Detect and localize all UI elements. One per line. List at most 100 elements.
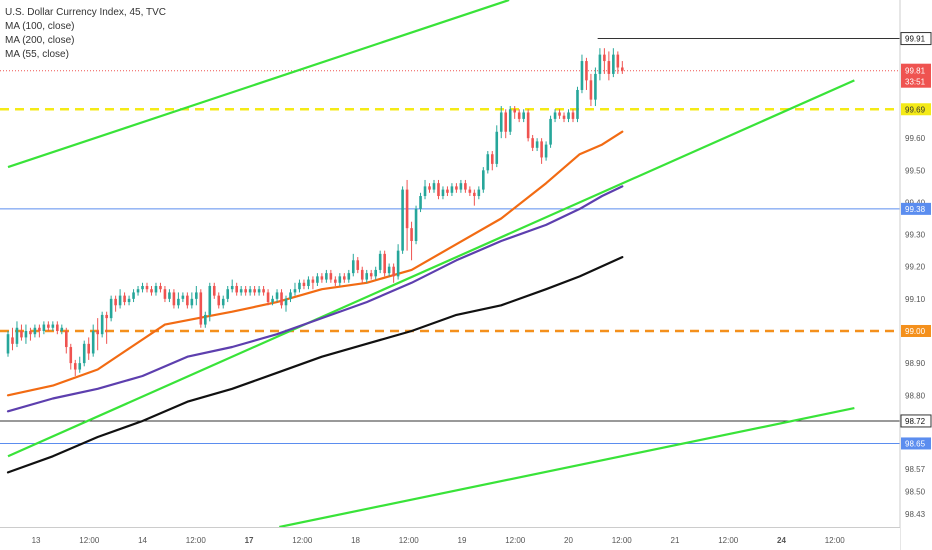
candle[interactable] xyxy=(136,285,140,296)
candle[interactable] xyxy=(405,179,409,251)
price-badge-99-91[interactable]: 99.91 xyxy=(900,32,932,46)
candle[interactable] xyxy=(320,273,324,283)
candle[interactable] xyxy=(369,269,373,280)
candle[interactable] xyxy=(96,318,99,351)
candle[interactable] xyxy=(208,282,212,322)
price-badge-99-00[interactable]: 99.00 xyxy=(901,324,931,337)
candle[interactable] xyxy=(47,321,50,331)
candle[interactable] xyxy=(15,321,19,348)
candle[interactable] xyxy=(513,106,517,119)
candle[interactable] xyxy=(531,134,534,152)
candle[interactable] xyxy=(459,179,463,193)
candle[interactable] xyxy=(508,106,512,135)
candle[interactable] xyxy=(177,292,180,309)
candle[interactable] xyxy=(441,186,445,200)
candle[interactable] xyxy=(33,324,37,338)
candle[interactable] xyxy=(450,183,454,197)
candle[interactable] xyxy=(11,327,14,351)
candle[interactable] xyxy=(567,109,570,123)
price-badge-98-65[interactable]: 98.65 xyxy=(901,437,931,450)
candle[interactable] xyxy=(468,186,472,197)
candle[interactable] xyxy=(621,61,624,74)
legend-study-ma100[interactable]: MA (100, close) xyxy=(5,21,75,32)
candle[interactable] xyxy=(490,151,494,171)
candle[interactable] xyxy=(235,282,238,296)
candle[interactable] xyxy=(383,250,386,277)
legend-title[interactable]: U.S. Dollar Currency Index, 45, TVC xyxy=(5,7,166,18)
candle[interactable] xyxy=(168,289,171,303)
candle[interactable] xyxy=(365,269,369,283)
candle[interactable] xyxy=(464,179,467,193)
candle[interactable] xyxy=(499,106,503,139)
candle[interactable] xyxy=(181,292,185,303)
candle[interactable] xyxy=(562,112,566,123)
trend-line-1[interactable] xyxy=(7,0,510,169)
candle[interactable] xyxy=(428,183,431,193)
candle[interactable] xyxy=(195,285,198,306)
candle[interactable] xyxy=(419,192,422,213)
candle[interactable] xyxy=(284,295,288,312)
candle[interactable] xyxy=(109,295,113,322)
candle[interactable] xyxy=(378,250,382,274)
candle[interactable] xyxy=(78,356,82,373)
price-badge-99-69[interactable]: 99.69 xyxy=(901,103,931,116)
candle[interactable] xyxy=(239,285,243,296)
candle[interactable] xyxy=(24,324,28,344)
candle[interactable] xyxy=(607,51,611,81)
candle[interactable] xyxy=(580,54,584,94)
ma-line-100[interactable] xyxy=(6,185,624,413)
candle[interactable] xyxy=(150,285,153,296)
legend-study-ma200[interactable]: MA (200, close) xyxy=(5,35,75,46)
candle[interactable] xyxy=(271,295,274,306)
candle[interactable] xyxy=(244,285,247,296)
candle[interactable] xyxy=(38,324,41,338)
candle[interactable] xyxy=(526,109,530,142)
candle[interactable] xyxy=(100,311,104,338)
candle[interactable] xyxy=(257,285,261,296)
candle[interactable] xyxy=(82,340,86,367)
candle[interactable] xyxy=(535,138,539,152)
candle[interactable] xyxy=(360,266,364,283)
candle[interactable] xyxy=(51,321,55,331)
trend-line-2[interactable] xyxy=(7,79,855,458)
candle[interactable] xyxy=(217,292,221,309)
candle[interactable] xyxy=(325,269,328,283)
candle[interactable] xyxy=(311,276,315,290)
candle[interactable] xyxy=(20,324,23,341)
candle[interactable] xyxy=(351,253,355,277)
candle[interactable] xyxy=(432,179,436,193)
candle[interactable] xyxy=(401,186,404,254)
candle[interactable] xyxy=(522,109,525,123)
ma-line-55[interactable] xyxy=(6,130,624,397)
candle[interactable] xyxy=(60,324,64,335)
candle[interactable] xyxy=(423,179,427,200)
candle[interactable] xyxy=(154,282,158,296)
candle[interactable] xyxy=(576,86,579,123)
candle[interactable] xyxy=(594,67,597,107)
candle[interactable] xyxy=(275,289,279,303)
candle[interactable] xyxy=(141,282,144,293)
candle[interactable] xyxy=(87,337,91,360)
candle[interactable] xyxy=(203,311,207,328)
candle[interactable] xyxy=(298,279,301,293)
candle[interactable] xyxy=(226,285,230,303)
candle[interactable] xyxy=(316,273,319,286)
candle[interactable] xyxy=(230,279,234,293)
candle[interactable] xyxy=(221,295,225,309)
candle[interactable] xyxy=(329,269,333,283)
candle[interactable] xyxy=(73,359,77,376)
candle[interactable] xyxy=(29,327,32,341)
candle[interactable] xyxy=(347,269,351,283)
candle[interactable] xyxy=(163,285,167,303)
candle[interactable] xyxy=(603,48,606,74)
candle[interactable] xyxy=(212,282,216,299)
candle[interactable] xyxy=(199,289,203,328)
candle[interactable] xyxy=(266,289,270,306)
candle[interactable] xyxy=(253,285,256,296)
candle[interactable] xyxy=(293,282,297,296)
candle[interactable] xyxy=(343,273,346,283)
trend-line-3[interactable] xyxy=(279,407,855,527)
price-badge-98-72[interactable]: 98.72 xyxy=(900,414,932,428)
legend-study-ma55[interactable]: MA (55, close) xyxy=(5,49,69,60)
